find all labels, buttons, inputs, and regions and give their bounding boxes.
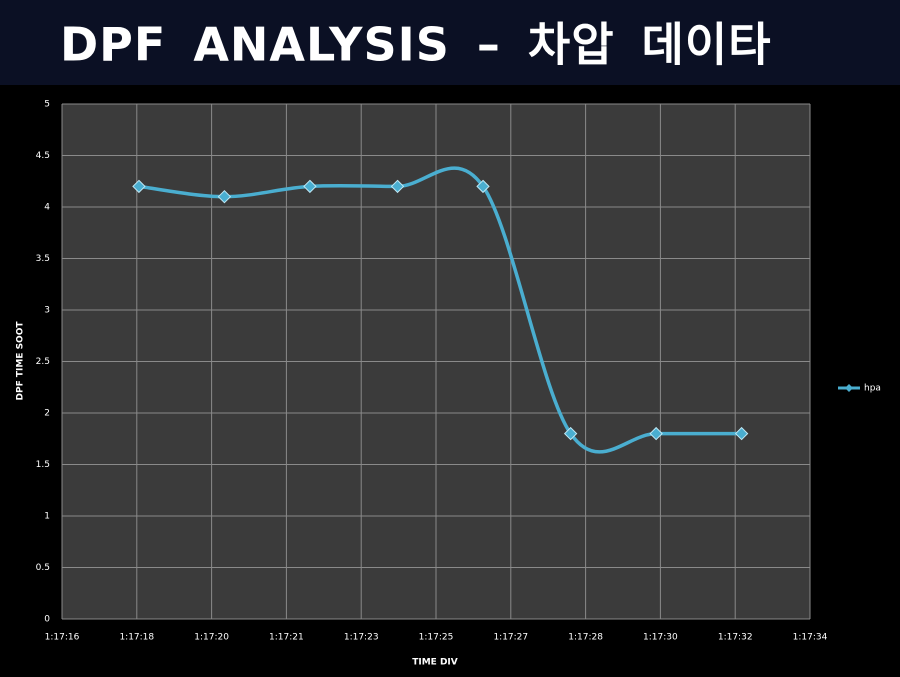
marker bbox=[734, 426, 749, 441]
x-tick-label: 1:17:18 bbox=[119, 633, 154, 643]
x-tick-label: 1:17:20 bbox=[194, 633, 229, 643]
x-axis-title: TIME DIV bbox=[412, 658, 458, 668]
y-tick-label: 0 bbox=[44, 615, 50, 625]
y-tick-label: 0.5 bbox=[36, 563, 50, 573]
marker bbox=[649, 426, 663, 441]
marker bbox=[217, 189, 232, 204]
marker bbox=[390, 179, 405, 194]
y-tick-label: 2.5 bbox=[36, 357, 50, 367]
marker bbox=[132, 179, 146, 194]
series-line bbox=[138, 166, 742, 454]
x-tick-label: 1:17:27 bbox=[493, 633, 528, 643]
x-tick-label: 1:17:28 bbox=[568, 633, 603, 643]
x-tick-label: 1:17:32 bbox=[718, 633, 753, 643]
y-tick-label: 4 bbox=[44, 203, 50, 213]
legend-label: hpa bbox=[864, 384, 881, 394]
marker bbox=[563, 426, 578, 441]
y-axis-title: DPF TIME SOOT bbox=[16, 321, 26, 401]
chart-title: DPF ANALYSIS – 차압 데이타 bbox=[60, 18, 772, 72]
marker bbox=[476, 179, 490, 194]
marker bbox=[303, 179, 317, 194]
x-tick-label: 1:17:25 bbox=[419, 633, 454, 643]
y-tick-label: 5 bbox=[44, 100, 50, 110]
x-tick-label: 1:17:16 bbox=[45, 633, 80, 643]
legend-marker bbox=[845, 384, 853, 392]
x-tick-label: 1:17:34 bbox=[793, 633, 828, 643]
title-banner bbox=[0, 0, 900, 85]
y-tick-label: 3.5 bbox=[36, 254, 50, 264]
y-tick-label: 3 bbox=[44, 306, 50, 316]
y-tick-label: 1 bbox=[44, 512, 50, 522]
y-tick-label: 4.5 bbox=[36, 151, 50, 161]
x-tick-label: 1:17:21 bbox=[269, 633, 304, 643]
y-tick-label: 2 bbox=[44, 409, 50, 419]
x-tick-label: 1:17:30 bbox=[643, 633, 678, 643]
x-tick-label: 1:17:23 bbox=[344, 633, 379, 643]
y-tick-label: 1.5 bbox=[36, 460, 50, 470]
